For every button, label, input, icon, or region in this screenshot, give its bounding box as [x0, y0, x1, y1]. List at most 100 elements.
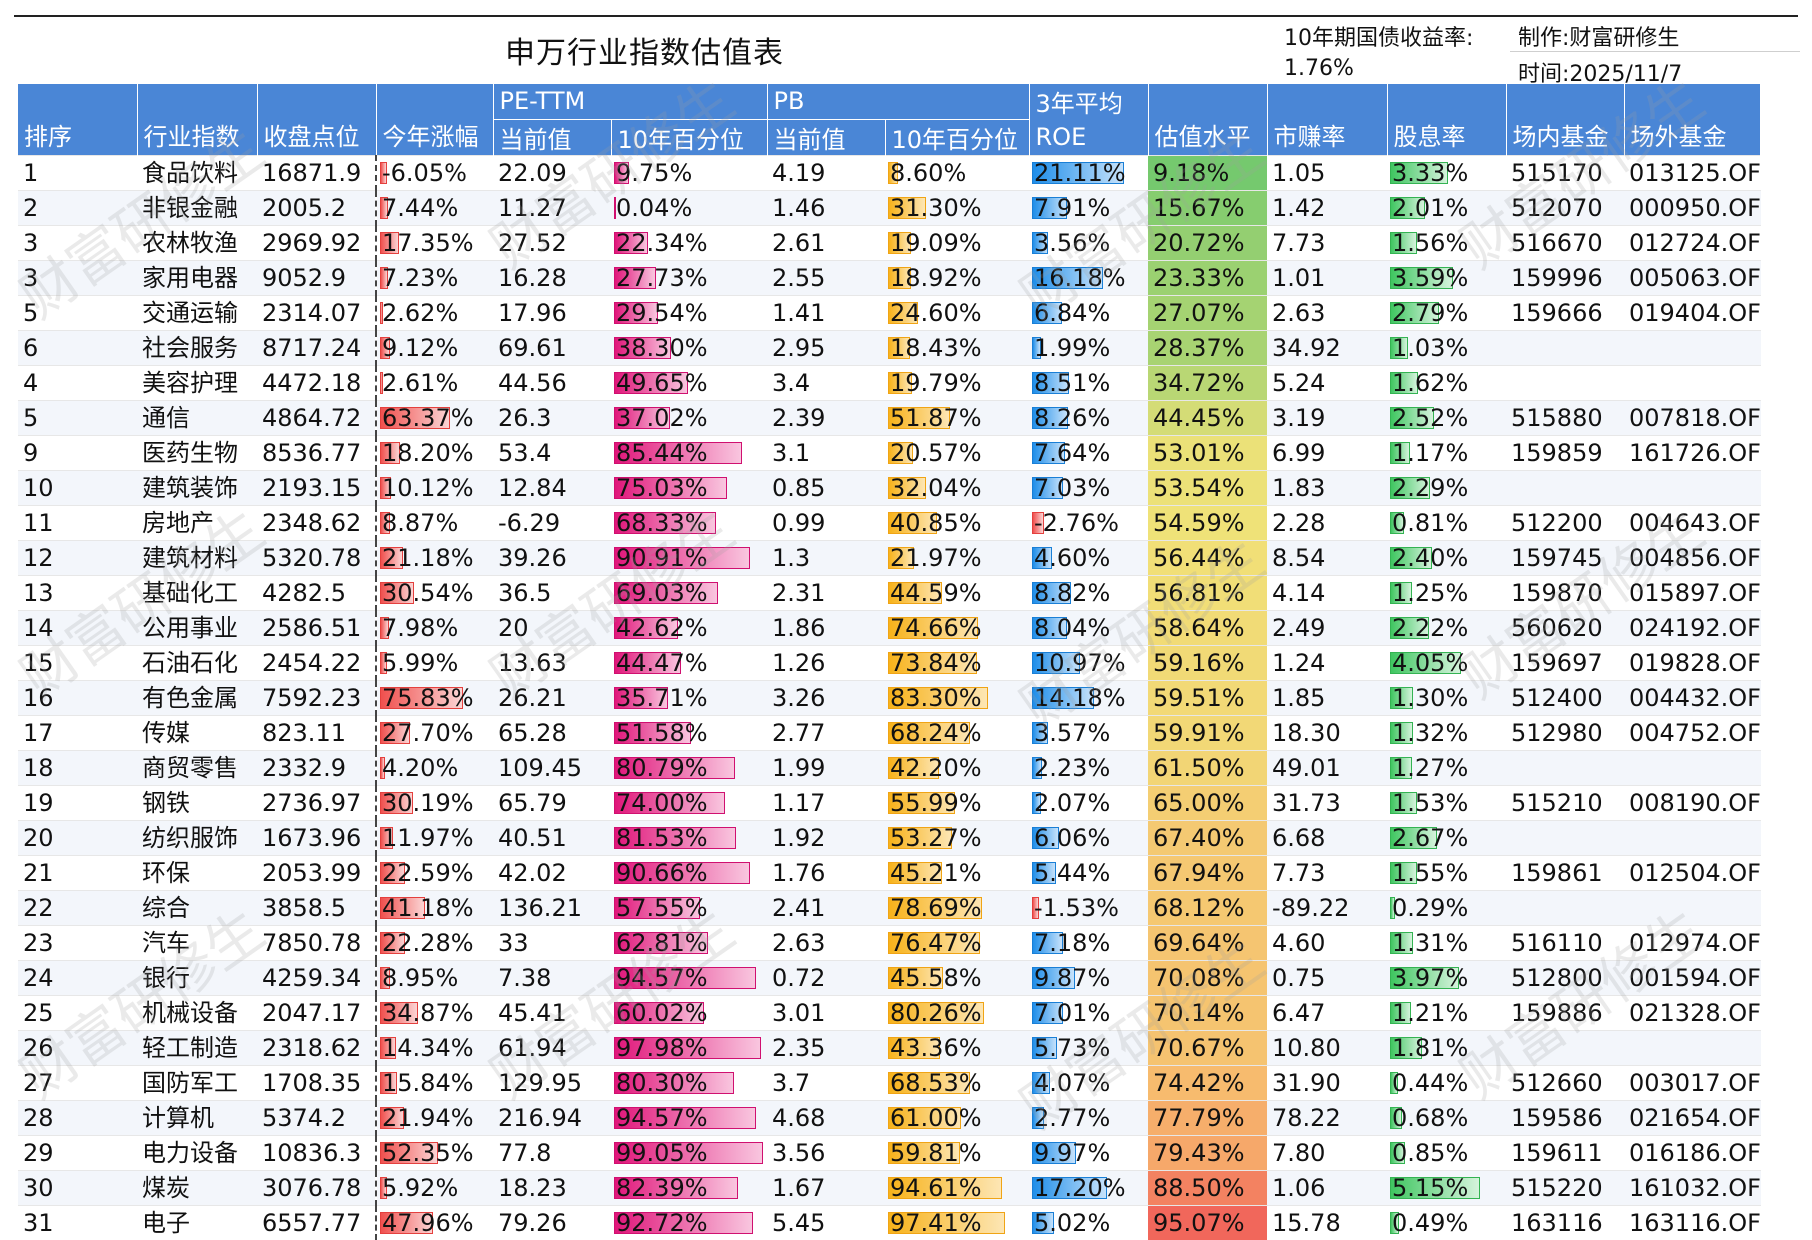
pb-percentile-cell: 83.30%	[885, 679, 1029, 715]
pb-percentile-cell-bar	[888, 476, 927, 499]
roe-cell-text: 8.51%	[1034, 368, 1111, 397]
header-close[interactable]: 收盘点位	[257, 84, 377, 155]
table-row[interactable]: 4 美容护理 4472.18 2.61% 44.56 49.65% 3.4 19.79% 8.5…	[18, 364, 1761, 400]
pb-percentile-cell-text: 83.30%	[890, 683, 982, 712]
pe-percentile-cell: 38.30%	[611, 329, 767, 365]
roe-cell-text: 6.06%	[1034, 823, 1111, 852]
table-row[interactable]: 15 石油石化 2454.22 5.99% 13.63 44.47% 1.26 73.84% 1…	[18, 644, 1761, 680]
pe-percentile-cell: 94.57%	[611, 1099, 767, 1135]
table-row[interactable]: 14 公用事业 2586.51 7.98% 20 42.62% 1.86 74.66% 8.04…	[18, 609, 1761, 645]
header-valuation[interactable]: 估值水平	[1148, 84, 1268, 155]
header-pe-current[interactable]: 当前值	[493, 118, 612, 155]
table-row[interactable]: 6 社会服务 8717.24 9.12% 69.61 38.30% 2.95 18.43% 1.…	[18, 329, 1761, 365]
header-pe-ratio[interactable]: 市赚率	[1267, 84, 1388, 155]
table-row[interactable]: 5 交通运输 2314.07 2.62% 17.96 29.54% 1.41 24.60% 6.…	[18, 294, 1761, 330]
header-pb-current[interactable]: 当前值	[767, 118, 886, 155]
etf-code-cell: 512980	[1506, 714, 1624, 750]
pe-percentile-cell-bar	[614, 371, 689, 394]
pb-percentile-cell: 74.66%	[885, 609, 1029, 645]
pb-percentile-cell-text: 68.24%	[890, 718, 982, 747]
table-row[interactable]: 3 家用电器 9052.9 7.23% 16.28 27.73% 2.55 18.92% 16.…	[18, 259, 1761, 295]
table-row[interactable]: 5 通信 4864.72 63.37% 26.3 37.02% 2.39 51.87% 8.26…	[18, 399, 1761, 435]
dividend-cell-bar	[1390, 1176, 1481, 1199]
roe-cell-text: -1.53%	[1034, 893, 1119, 922]
table-row[interactable]: 28 计算机 5374.2 21.94% 216.94 94.57% 4.68 61.00% 2…	[18, 1099, 1761, 1135]
roe-cell-bar	[1032, 721, 1048, 744]
roe-cell-text: 7.91%	[1034, 193, 1111, 222]
valuation-cell: 23.33%	[1148, 259, 1267, 295]
table-row[interactable]: 21 环保 2053.99 22.59% 42.02 90.66% 1.76 45.21% 5.…	[18, 854, 1761, 890]
table-row[interactable]: 19 钢铁 2736.97 30.19% 65.79 74.00% 1.17 55.99% 2.…	[18, 784, 1761, 820]
etf-code-cell: 159745	[1506, 539, 1624, 575]
pb-percentile-cell-bar	[888, 1141, 960, 1164]
dividend-cell-bar	[1390, 651, 1461, 674]
table-row[interactable]: 31 电子 6557.77 47.96% 79.26 92.72% 5.45 97.41% 5.…	[18, 1204, 1761, 1240]
otc-code-cell: 000950.OF	[1624, 189, 1761, 225]
ytd-cell-text: 10.12%	[382, 473, 474, 502]
etf-code-cell: 515210	[1506, 784, 1624, 820]
pb-percentile-cell-bar	[888, 231, 911, 254]
ytd-cell-text: 63.37%	[382, 403, 474, 432]
ytd-cell: -6.05%	[375, 154, 493, 190]
pb-percentile-cell-text: 53.27%	[890, 823, 982, 852]
table-row[interactable]: 22 综合 3858.5 41.18% 136.21 57.55% 2.41 78.69% -1…	[18, 889, 1761, 925]
header-ytd[interactable]: 今年涨幅	[376, 84, 494, 155]
table-row[interactable]: 18 商贸零售 2332.9 4.20% 109.45 80.79% 1.99 42.20% 2…	[18, 749, 1761, 785]
roe-cell-text: 3.56%	[1034, 228, 1111, 257]
date-label: 时间:2025/11/7	[1518, 62, 1683, 87]
table-row[interactable]: 3 农林牧渔 2969.92 17.35% 27.52 22.34% 2.61 19.09% 3…	[18, 224, 1761, 260]
table-row[interactable]: 9 医药生物 8536.77 18.20% 53.4 85.44% 3.1 20.57% 7.6…	[18, 434, 1761, 470]
table-row[interactable]: 26 轻工制造 2318.62 14.34% 61.94 97.98% 2.35 43.36%…	[18, 1029, 1761, 1065]
header-roe[interactable]: ROE	[1029, 119, 1149, 155]
roe-cell: 8.04%	[1029, 609, 1148, 645]
table-row[interactable]: 16 有色金属 7592.23 75.83% 26.21 35.71% 3.26 83.30%…	[18, 679, 1761, 715]
roe-cell: 9.87%	[1029, 959, 1148, 995]
table-row[interactable]: 25 机械设备 2047.17 34.87% 45.41 60.02% 3.01 80.26%…	[18, 994, 1761, 1030]
header-pb-percentile[interactable]: 10年百分位	[885, 118, 1030, 155]
close-cell: 8536.77	[257, 434, 376, 470]
roe-cell: 9.97%	[1029, 1134, 1148, 1170]
roe-cell: 3.56%	[1029, 224, 1148, 260]
table-row[interactable]: 17 传媒 823.11 27.70% 65.28 51.58% 2.77 68.24% 3.5…	[18, 714, 1761, 750]
pb-percentile-cell: 61.00%	[885, 1099, 1029, 1135]
dividend-cell-text: 0.85%	[1392, 1138, 1469, 1167]
header-pe-percentile[interactable]: 10年百分位	[611, 118, 768, 155]
pe-current-cell: 36.5	[493, 574, 611, 610]
table-row[interactable]: 30 煤炭 3076.78 5.92% 18.23 82.39% 1.67 94.61% 17.…	[18, 1169, 1761, 1205]
table-row[interactable]: 13 基础化工 4282.5 30.54% 36.5 69.03% 2.31 44.59% 8.…	[18, 574, 1761, 610]
header-rank[interactable]: 排序	[18, 84, 138, 155]
table-row[interactable]: 1 食品饮料 16871.9 -6.05% 22.09 9.75% 4.19 8.60% 21.…	[18, 154, 1761, 190]
roe-cell-bar	[1032, 1176, 1108, 1199]
etf-code-cell: 163116	[1506, 1204, 1624, 1240]
table-row[interactable]: 29 电力设备 10836.3 52.35% 77.8 99.05% 3.56 59.81% 9…	[18, 1134, 1761, 1170]
close-cell: 16871.9	[257, 154, 376, 190]
table-row[interactable]: 11 房地产 2348.62 8.87% -6.29 68.33% 0.99 40.85% -2…	[18, 504, 1761, 540]
pe-ratio-cell: 3.19	[1267, 399, 1387, 435]
header-dividend[interactable]: 股息率	[1387, 84, 1507, 155]
otc-code-cell: 021654.OF	[1624, 1099, 1761, 1135]
header-industry[interactable]: 行业指数	[137, 84, 258, 155]
table-row[interactable]: 12 建筑材料 5320.78 21.18% 39.26 90.91% 1.3 21.97% 4…	[18, 539, 1761, 575]
table-row[interactable]: 10 建筑装饰 2193.15 10.12% 12.84 75.03% 0.85 32.04%…	[18, 469, 1761, 505]
valuation-cell: 59.16%	[1148, 644, 1267, 680]
ytd-cell-bar	[380, 161, 387, 184]
table-row[interactable]: 24 银行 4259.34 8.95% 7.38 94.57% 0.72 45.58% 9.87…	[18, 959, 1761, 995]
ytd-cell-bar	[380, 931, 405, 954]
table-row[interactable]: 27 国防军工 1708.35 15.84% 129.95 80.30% 3.7 68.53%…	[18, 1064, 1761, 1100]
table-row[interactable]: 2 非银金融 2005.2 7.44% 11.27 0.04% 1.46 31.30% 7.91…	[18, 189, 1761, 225]
industry-cell: 建筑装饰	[137, 469, 257, 505]
ytd-cell-text: 8.95%	[382, 963, 459, 992]
pe-ratio-cell: 7.80	[1267, 1134, 1387, 1170]
header-etf[interactable]: 场内基金	[1506, 84, 1625, 155]
table-row[interactable]: 23 汽车 7850.78 22.28% 33 62.81% 2.63 76.47% 7.18%…	[18, 924, 1761, 960]
table-row[interactable]: 20 纺织服饰 1673.96 11.97% 40.51 81.53% 1.92 53.27%…	[18, 819, 1761, 855]
header-otc[interactable]: 场外基金	[1624, 84, 1762, 155]
pe-percentile-cell-bar	[614, 476, 727, 499]
valuation-cell: 58.64%	[1148, 609, 1267, 645]
pe-percentile-cell-bar	[614, 196, 616, 219]
pe-current-cell: 129.95	[493, 1064, 611, 1100]
roe-cell: 4.60%	[1029, 539, 1148, 575]
roe-cell: 7.03%	[1029, 469, 1148, 505]
close-cell: 10836.3	[257, 1134, 376, 1170]
pe-percentile-cell: 81.53%	[611, 819, 767, 855]
